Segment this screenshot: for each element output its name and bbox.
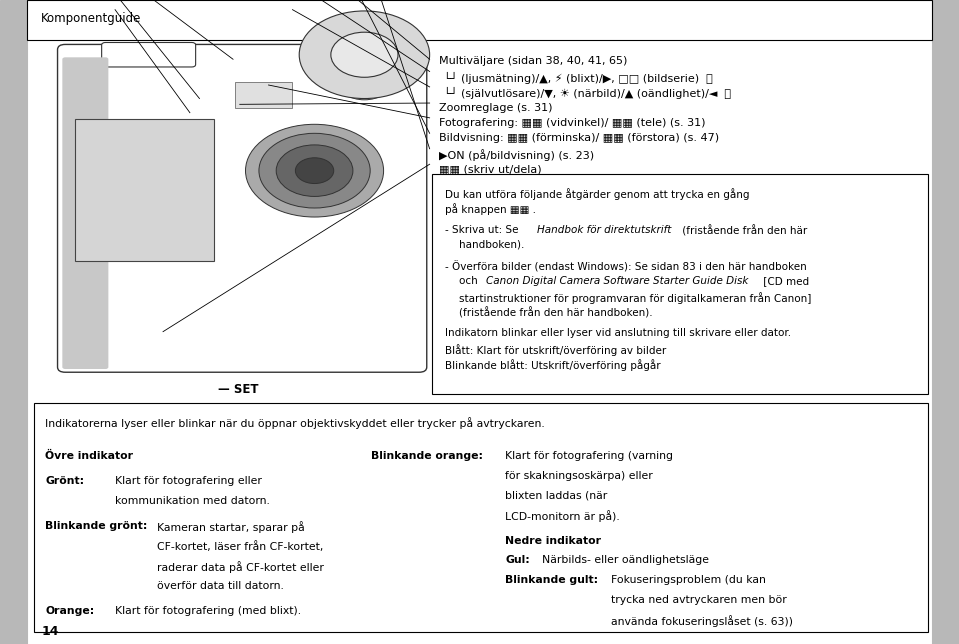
Text: LCD-monitorn är på).: LCD-monitorn är på). — [505, 510, 620, 522]
Text: Grönt:: Grönt: — [45, 476, 84, 486]
Text: └┘ (ljusmätning)/▲, ⚡ (blixt)/▶, □□ (bildserie)  ⎸: └┘ (ljusmätning)/▲, ⚡ (blixt)/▶, □□ (bil… — [444, 71, 713, 84]
Circle shape — [295, 158, 334, 184]
Text: Orange:: Orange: — [45, 606, 94, 616]
Bar — [75, 119, 214, 261]
Text: trycka ned avtryckaren men bör: trycka ned avtryckaren men bör — [611, 595, 786, 605]
Text: S  I  T: S I T — [153, 338, 171, 343]
Circle shape — [299, 11, 430, 99]
Text: ▶ON (på/bildvisning) (s. 23): ▶ON (på/bildvisning) (s. 23) — [439, 149, 595, 160]
Text: Blinkande grönt:: Blinkande grönt: — [45, 521, 148, 531]
Bar — [932, 0, 959, 644]
Text: Multiväljare (sidan 38, 40, 41, 65): Multiväljare (sidan 38, 40, 41, 65) — [439, 56, 627, 66]
Text: (fristående från den här: (fristående från den här — [679, 225, 807, 236]
Text: Indikatorerna lyser eller blinkar när du öppnar objektivskyddet eller trycker på: Indikatorerna lyser eller blinkar när du… — [45, 417, 545, 428]
Text: Övre indikator: Övre indikator — [45, 451, 133, 461]
Text: 14: 14 — [41, 625, 58, 638]
Text: Komponentguide: Komponentguide — [41, 12, 142, 24]
Text: för skakningsoskärpa) eller: för skakningsoskärpa) eller — [505, 471, 653, 480]
Bar — [27, 0, 932, 40]
Text: Blinkande blått: Utskrift/överföring pågår: Blinkande blått: Utskrift/överföring påg… — [445, 359, 661, 371]
Text: (s. 53): (s. 53) — [65, 88, 101, 99]
Text: blixten laddas (när: blixten laddas (när — [505, 491, 608, 500]
Text: använda fokuseringslåset (s. 63)): använda fokuseringslåset (s. 63)) — [611, 615, 793, 627]
Text: Närbilds- eller oändlighetsläge: Närbilds- eller oändlighetsläge — [542, 555, 709, 565]
Bar — [0, 0, 27, 644]
Text: Kameran startar, sparar på: Kameran startar, sparar på — [157, 521, 305, 533]
Text: Klart för fotografering (varning: Klart för fotografering (varning — [505, 451, 673, 461]
Text: (visning) (s. 26): (visning) (s. 26) — [105, 102, 197, 113]
Text: Nedre indikator: Nedre indikator — [505, 536, 601, 545]
Text: Zoomreglage (s. 31): Zoomreglage (s. 31) — [439, 103, 552, 113]
Text: CF-kortet, läser från CF-kortet,: CF-kortet, läser från CF-kortet, — [157, 541, 323, 552]
Bar — [235, 82, 292, 108]
Text: Klart för fotografering eller: Klart för fotografering eller — [115, 476, 262, 486]
Text: Bildvisning: ▦▦ (förminska)/ ▦▦ (förstora) (s. 47): Bildvisning: ▦▦ (förminska)/ ▦▦ (förstor… — [439, 133, 719, 144]
Text: överför data till datorn.: överför data till datorn. — [157, 581, 284, 591]
Text: (funktion) (s. 54)/: (funktion) (s. 54)/ — [111, 56, 213, 66]
Circle shape — [246, 124, 384, 217]
Text: raderar data på CF-kortet eller: raderar data på CF-kortet eller — [157, 561, 324, 573]
Text: MENU: MENU — [65, 117, 102, 127]
Text: [CD med: [CD med — [760, 276, 808, 287]
Text: └┘ (självutlösare)/▼, ☀ (närbild)/▲ (oändlighet)/◄  ⎸: └┘ (självutlösare)/▼, ☀ (närbild)/▲ (oän… — [444, 87, 731, 99]
Text: Klart för fotografering (med blixt).: Klart för fotografering (med blixt). — [115, 606, 301, 616]
Text: FUNC.: FUNC. — [65, 56, 104, 66]
Text: (meny) (s. 55): (meny) (s. 55) — [109, 117, 192, 127]
Circle shape — [331, 32, 398, 77]
Text: startinstruktioner för programvaran för digitalkameran från Canon]: startinstruktioner för programvaran för … — [459, 292, 811, 304]
Text: - Överföra bilder (endast Windows): Se sidan 83 i den här handboken: - Överföra bilder (endast Windows): Se s… — [445, 261, 807, 272]
Text: Canon: Canon — [216, 338, 249, 348]
FancyBboxPatch shape — [62, 57, 108, 369]
Text: - Skriva ut: Se: - Skriva ut: Se — [445, 225, 522, 234]
Circle shape — [259, 133, 370, 208]
Text: och: och — [459, 276, 481, 287]
Text: (fristående från den här handboken).: (fristående från den här handboken). — [459, 307, 653, 319]
Bar — [34, 402, 928, 632]
Text: ▦▦ (skriv ut/dela): ▦▦ (skriv ut/dela) — [439, 164, 542, 175]
Circle shape — [338, 64, 391, 100]
Bar — [432, 174, 928, 394]
FancyBboxPatch shape — [102, 43, 196, 67]
Text: kommunikation med datorn.: kommunikation med datorn. — [115, 496, 269, 506]
Text: DISP.: DISP. — [65, 102, 97, 113]
Text: Canon Digital Camera Software Starter Guide Disk: Canon Digital Camera Software Starter Gu… — [486, 276, 749, 287]
Text: Blått: Klart för utskrift/överföring av bilder: Blått: Klart för utskrift/överföring av … — [445, 344, 667, 355]
Circle shape — [276, 145, 353, 196]
Text: Gul:: Gul: — [505, 555, 530, 565]
Text: Fokuseringsproblem (du kan: Fokuseringsproblem (du kan — [611, 575, 765, 585]
Text: på knappen ▦▦ .: på knappen ▦▦ . — [445, 204, 536, 215]
Text: Indikatorn blinkar eller lyser vid anslutning till skrivare eller dator.: Indikatorn blinkar eller lyser vid anslu… — [445, 328, 791, 338]
Text: Blinkande orange:: Blinkande orange: — [371, 451, 483, 461]
Text: Handbok för direktutskrift: Handbok för direktutskrift — [537, 225, 671, 234]
Text: Blinkande gult:: Blinkande gult: — [505, 575, 598, 585]
Text: handboken).: handboken). — [459, 240, 525, 250]
FancyBboxPatch shape — [58, 44, 427, 372]
Text: Du kan utföra följande åtgärder genom att trycka en gång: Du kan utföra följande åtgärder genom at… — [445, 188, 750, 200]
Text: Fotografering: ▦▦ (vidvinkel)/ ▦▦ (tele) (s. 31): Fotografering: ▦▦ (vidvinkel)/ ▦▦ (tele)… — [439, 118, 706, 128]
Text: (radera enstaka bild): (radera enstaka bild) — [65, 72, 197, 82]
Text: — SET: — SET — [219, 383, 259, 396]
